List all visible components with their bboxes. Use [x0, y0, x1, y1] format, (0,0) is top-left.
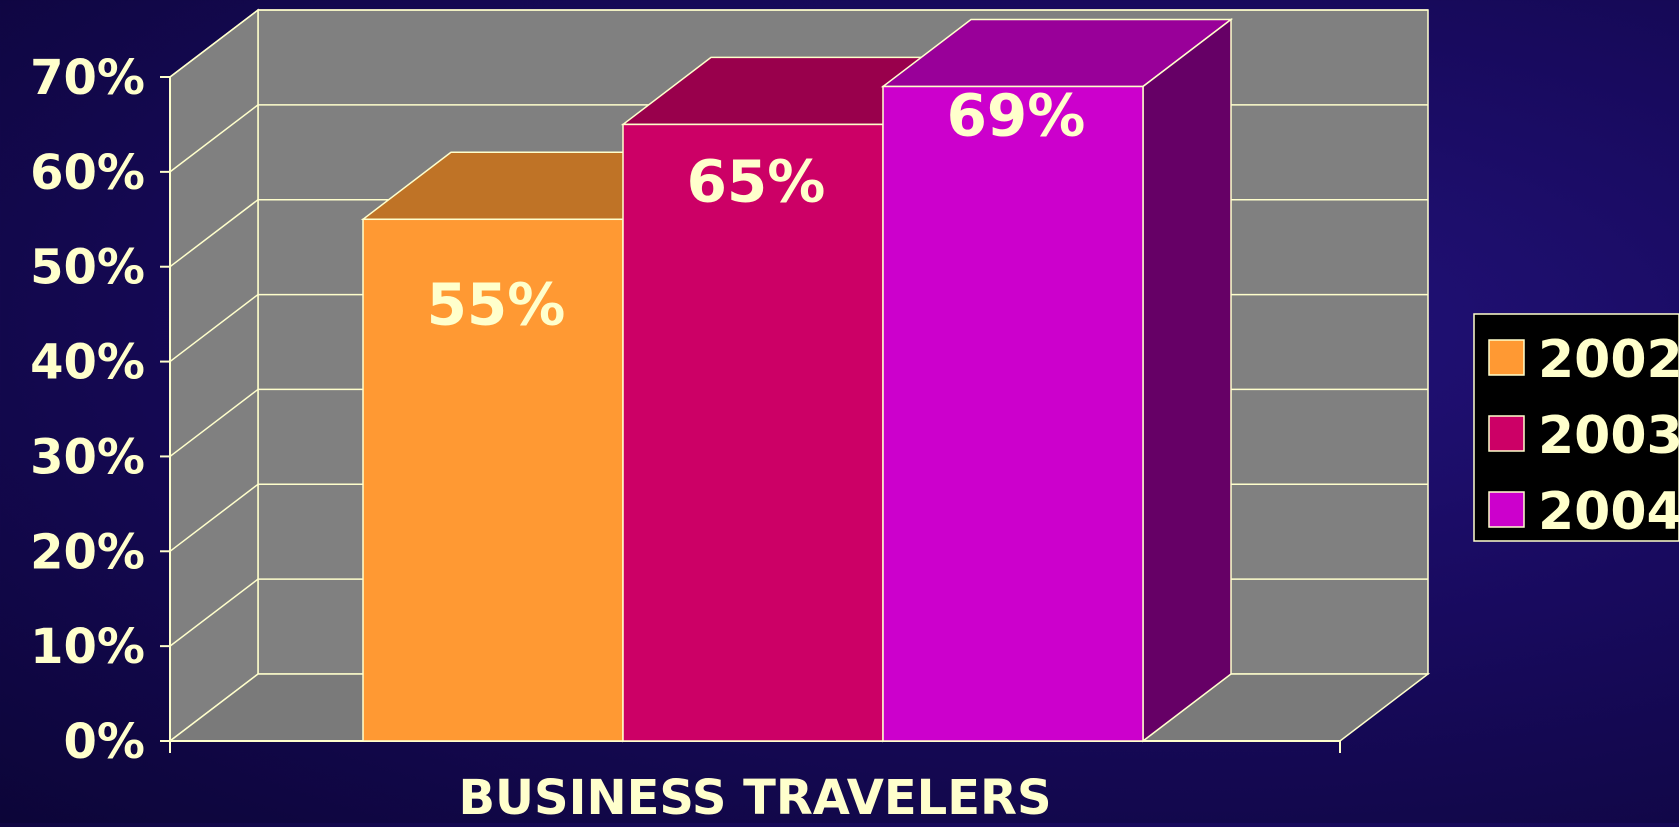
bar-2003 — [622, 123, 884, 742]
gridline-side — [169, 199, 259, 268]
gridline-side — [169, 578, 259, 647]
gridline-side — [169, 483, 259, 552]
legend: 2002 2003 2004 — [1473, 313, 1679, 542]
legend-label-2004: 2004 — [1538, 482, 1679, 542]
legend-swatch-2003 — [1488, 415, 1525, 452]
legend-swatch-2004 — [1488, 491, 1525, 528]
gridline-side — [169, 104, 259, 173]
y-tick-label: 40% — [30, 335, 145, 391]
chart-data-labels: 55% 65% 69% — [427, 81, 1086, 338]
y-tick-label: 50% — [30, 240, 145, 296]
y-tick-label: 20% — [30, 524, 145, 580]
gridline-side — [169, 388, 259, 458]
y-tick-label: 30% — [30, 429, 145, 485]
y-tick-label: 0% — [64, 714, 146, 770]
y-tick-label: 70% — [30, 50, 145, 106]
chart-bars — [360, 17, 1234, 743]
y-tick-label: 10% — [30, 619, 145, 675]
legend-label-2003: 2003 — [1538, 406, 1679, 466]
bar-2004 — [882, 85, 1144, 742]
data-label-2002: 55% — [427, 270, 566, 338]
bar-2004-side — [1142, 17, 1232, 743]
bar-2002 — [362, 218, 624, 742]
data-label-2003: 65% — [687, 147, 826, 215]
data-label-2004: 69% — [947, 81, 1086, 149]
chart-axes: 0% 10% 20% 30% 40% 50% 60% 70% — [30, 50, 1341, 770]
legend-label-2002: 2002 — [1538, 330, 1679, 390]
gridline-side — [169, 9, 259, 78]
legend-swatch-2002 — [1488, 339, 1525, 376]
x-axis-title: BUSINESS TRAVELERS — [458, 770, 1051, 823]
gridline-side — [169, 293, 259, 363]
y-tick-label: 60% — [30, 145, 145, 201]
side-wall — [169, 8, 259, 743]
